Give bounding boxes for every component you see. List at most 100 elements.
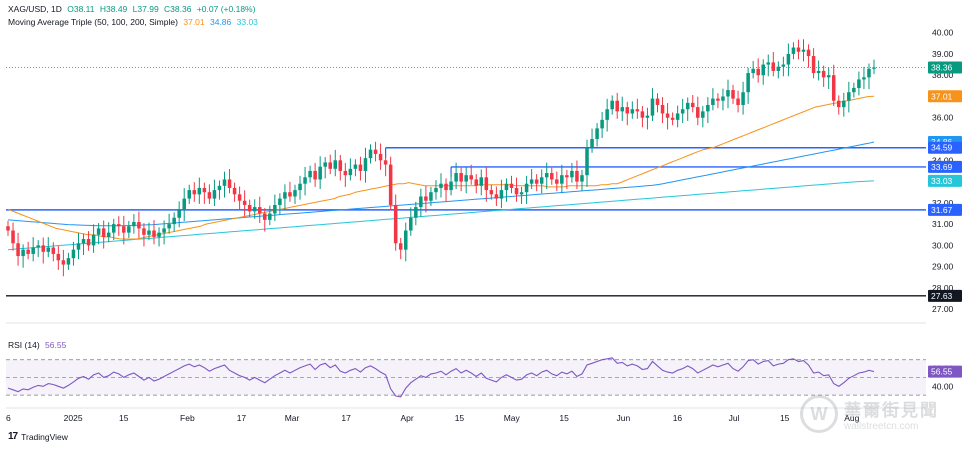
low-value: L37.99	[132, 4, 159, 14]
ma100-line	[7, 141, 875, 227]
candle	[675, 105, 680, 128]
candle-body	[721, 96, 725, 101]
candle-body	[766, 62, 771, 65]
time-tick-label: Feb	[180, 413, 195, 423]
candle-body	[368, 149, 373, 159]
candle-body	[665, 113, 670, 118]
candle-body	[288, 192, 292, 197]
candle	[615, 92, 619, 119]
candle-body	[41, 245, 46, 252]
candle	[816, 60, 821, 81]
candle-body	[323, 162, 327, 167]
candle	[439, 173, 443, 198]
candle-body	[625, 107, 630, 114]
candle-body	[494, 194, 499, 199]
symbol-label[interactable]: XAG/USD, 1D	[8, 4, 62, 14]
rsi-band	[6, 359, 926, 396]
candle	[504, 178, 509, 202]
tradingview-branding[interactable]: 17 TradingView	[8, 431, 68, 442]
ma-legend[interactable]: Moving Average Triple (50, 100, 200, Sim…	[8, 17, 261, 27]
candle-body	[257, 207, 262, 214]
candle	[212, 179, 217, 207]
candle-body	[137, 222, 141, 229]
candle-body	[504, 183, 509, 191]
candle	[86, 231, 91, 251]
candle	[51, 242, 56, 262]
candle-body	[781, 64, 786, 67]
candle	[791, 42, 796, 60]
candle-body	[711, 98, 715, 105]
candle-body	[756, 68, 760, 76]
candle-body	[252, 207, 257, 212]
time-tick-label: 15	[780, 413, 790, 423]
candle-body	[600, 119, 604, 129]
candle-body	[157, 232, 161, 237]
candle-body	[132, 222, 136, 227]
candle	[207, 184, 212, 204]
watermark-logo-icon: W	[800, 395, 838, 433]
ma50-value: 37.01	[183, 17, 205, 27]
candle	[660, 97, 665, 124]
candle	[469, 164, 473, 185]
candle	[247, 199, 252, 217]
candle	[706, 97, 710, 124]
candle-body	[590, 139, 594, 148]
candle	[489, 184, 494, 200]
rsi-legend[interactable]: RSI (14) 56.55	[8, 340, 69, 350]
rsi-badge-label: 56.55	[931, 367, 953, 377]
candle-body	[524, 183, 529, 193]
candle	[46, 237, 51, 258]
open-value: O38.11	[67, 4, 95, 14]
candle	[680, 98, 685, 124]
candle	[867, 63, 871, 90]
price-badge-bg	[928, 61, 962, 74]
candle-body	[746, 73, 750, 93]
price-badge-bg	[928, 174, 962, 187]
candle	[21, 244, 25, 268]
candle-body	[690, 102, 695, 108]
candle	[318, 156, 322, 190]
candle-body	[31, 247, 35, 254]
candle-body	[242, 200, 247, 205]
candle	[172, 212, 176, 232]
candle	[398, 237, 403, 260]
candle	[393, 194, 398, 251]
candle-body	[152, 230, 156, 237]
candle	[298, 175, 302, 200]
candle	[111, 218, 116, 241]
candle	[137, 211, 141, 238]
candle	[26, 241, 30, 260]
candle	[766, 54, 771, 77]
candle-body	[424, 196, 428, 201]
candle-body	[640, 111, 645, 118]
candle	[56, 246, 61, 270]
rsi-badge-bg	[928, 365, 962, 378]
close-value: C38.36	[164, 4, 192, 14]
candle	[565, 169, 569, 190]
candle	[278, 193, 282, 215]
candle-body	[872, 67, 876, 69]
candle	[152, 220, 156, 245]
price-tick-label: 38.00	[932, 70, 954, 80]
candle-body	[660, 104, 665, 114]
candle	[519, 186, 524, 204]
candle	[786, 43, 791, 77]
price-badge: 31.67	[928, 203, 962, 216]
candle-body	[343, 170, 348, 176]
candle	[167, 213, 171, 234]
candle-body	[71, 249, 76, 259]
candle	[529, 169, 534, 190]
candle-body	[192, 190, 197, 195]
candle-body	[489, 190, 494, 195]
candle	[429, 186, 433, 207]
price-tick-label: 29.00	[932, 262, 954, 272]
candle-body	[615, 100, 619, 112]
tradingview-logo-icon: 17	[8, 431, 18, 442]
candle-body	[217, 185, 222, 191]
candle	[308, 165, 312, 183]
ma-legend-label: Moving Average Triple (50, 100, 200, Sim…	[8, 17, 178, 27]
watermark: W 華爾街見聞 wallstreetcn.com	[800, 388, 950, 440]
candle	[842, 92, 846, 117]
candle-body	[811, 56, 816, 74]
